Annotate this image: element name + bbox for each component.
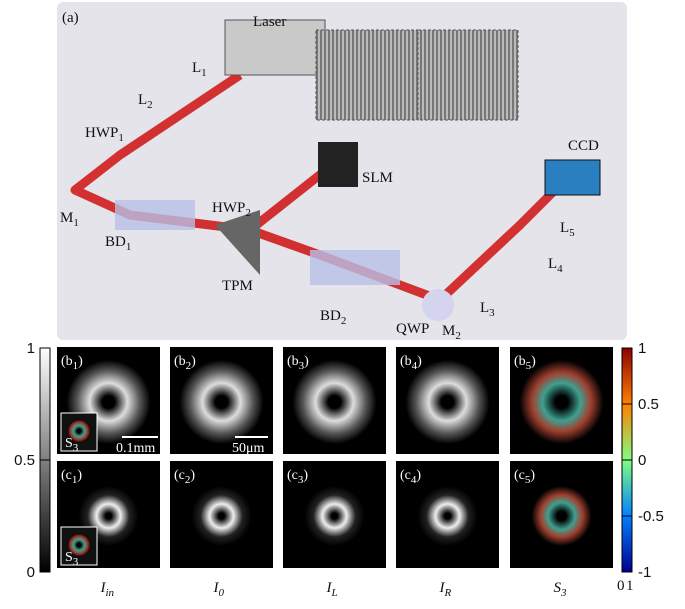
component-label-sub: 5	[569, 227, 575, 239]
component-label-main: HWP	[212, 200, 245, 216]
panel-label-end: )	[304, 354, 309, 369]
component-label-main: CCD	[568, 138, 599, 154]
beam-profile	[418, 486, 478, 546]
component-label-sub: 2	[245, 207, 251, 219]
hologram-inset	[316, 30, 418, 120]
panel-label-main: (b	[287, 354, 299, 369]
panel-label-main: (c	[61, 468, 72, 483]
inset-label-sub: 3	[73, 442, 79, 454]
column-label: IR	[439, 580, 452, 599]
component-label: QWP	[396, 321, 429, 337]
panel-label-main: (b	[400, 354, 412, 369]
panel-label-end: )	[417, 354, 422, 369]
component-label-main: M	[60, 210, 73, 226]
component-label-main: L	[138, 92, 147, 108]
inset-label-main: S	[65, 436, 73, 451]
mirror	[422, 289, 454, 321]
component-label-main: Laser	[253, 14, 286, 30]
beam-profile	[180, 360, 264, 444]
component-label-sub: 2	[455, 330, 461, 342]
colorbar-tick-label: 0.5	[638, 396, 659, 413]
panel-label-end: )	[78, 354, 83, 369]
component-label-main: M	[442, 323, 455, 339]
beam-profile	[293, 360, 377, 444]
colorbar-tick-label: 0	[638, 452, 646, 469]
panel-label-main: (c	[514, 468, 525, 483]
component-label-main: BD	[105, 234, 126, 250]
beam-displacer	[115, 200, 195, 230]
component-label-main: HWP	[85, 125, 118, 141]
panel-label-end: )	[77, 468, 82, 483]
column-label-sub: in	[106, 587, 115, 599]
component-label-main: L	[548, 256, 557, 272]
colorbar-bottom-label: 0	[617, 578, 625, 594]
panel-label-main: (b	[514, 354, 526, 369]
colorbar-tick-label: 1	[27, 340, 35, 357]
component-label-sub: 4	[557, 263, 563, 275]
colorbar-bottom-label: 1	[626, 578, 634, 594]
column-label-sub: R	[444, 587, 452, 599]
component-label-sub: 3	[489, 307, 495, 319]
beam-profile	[532, 486, 592, 546]
panel-label-main: (b	[61, 354, 73, 369]
inset-label-sub: 3	[73, 556, 79, 568]
colorbar-tick-label: 0.5	[14, 452, 35, 469]
panel-label-end: )	[530, 468, 535, 483]
component-label-main: BD	[320, 308, 341, 324]
component-label-sub: 1	[73, 217, 79, 229]
component-label: TPM	[222, 278, 253, 294]
column-label: S3	[554, 580, 568, 599]
column-label: I0	[213, 580, 225, 599]
ccd-camera	[545, 160, 600, 195]
colorbar-tick-label: 1	[638, 340, 646, 357]
panel-label-end: )	[416, 468, 421, 483]
scale-bar-label: 0.1mm	[116, 441, 155, 456]
component-label-main: SLM	[362, 170, 393, 186]
component-label-sub: 1	[201, 67, 207, 79]
beam-profile	[305, 486, 365, 546]
component-label: Laser	[253, 14, 286, 30]
beam-profile	[406, 360, 490, 444]
hologram-inset	[418, 30, 518, 120]
component-label-sub: 2	[147, 99, 153, 111]
component-label-sub: 2	[341, 315, 347, 327]
column-label: IL	[326, 580, 338, 599]
component-label-main: L	[192, 60, 201, 76]
column-label-sub: L	[331, 587, 338, 599]
slm-device	[318, 142, 358, 187]
component-label: SLM	[362, 170, 393, 186]
panel-label-end: )	[190, 468, 195, 483]
scale-bar-label: 50μm	[232, 441, 265, 456]
column-label-sub: 3	[560, 587, 567, 599]
colorbar-tick-label: -0.5	[638, 508, 664, 525]
colorbar-tick-label: 0	[27, 564, 35, 581]
panel-label-main: (c	[287, 468, 298, 483]
panel-label-main: (c	[174, 468, 185, 483]
panel-label-end: )	[303, 468, 308, 483]
beam-profile	[520, 360, 604, 444]
setup-panel	[57, 2, 627, 340]
column-label-sub: 0	[219, 587, 225, 599]
component-label: CCD	[568, 138, 599, 154]
inset-label-main: S	[65, 550, 73, 565]
panel-label-end: )	[191, 354, 196, 369]
beam-profile	[192, 486, 252, 546]
component-label-main: L	[480, 300, 489, 316]
figure: (a)LaserL1L2HWP1M1BD1HWP2TPMSLMBD2QWPM2L…	[0, 0, 685, 604]
panel-label-end: )	[531, 354, 536, 369]
panel-label: (a)	[62, 10, 79, 26]
component-label-main: QWP	[396, 321, 429, 337]
panel-label-main: (b	[174, 354, 186, 369]
component-label-main: L	[560, 220, 569, 236]
column-label: Iin	[100, 580, 115, 599]
component-label-sub: 1	[126, 241, 132, 253]
panel-label-main: (c	[400, 468, 411, 483]
component-label-sub: 1	[118, 132, 124, 144]
beam-displacer	[310, 250, 400, 285]
component-label-main: TPM	[222, 278, 253, 294]
colorbar-tick-label: -1	[638, 564, 651, 581]
